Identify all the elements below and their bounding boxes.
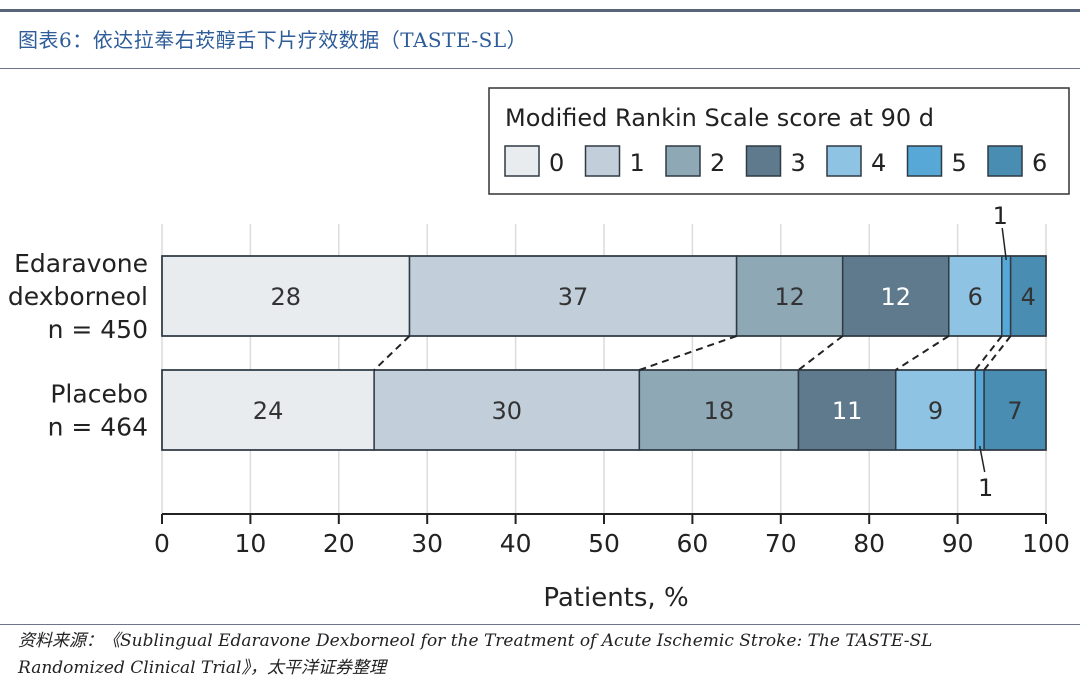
x-tick-label-0: 0 (154, 529, 170, 558)
legend-label-1: 1 (630, 149, 645, 177)
data-label-row0-score-4: 6 (968, 283, 983, 311)
legend-swatch-6 (987, 145, 1023, 177)
footer-rule (0, 624, 1080, 625)
x-axis: 0 10 20 30 40 50 60 70 80 90 100 (154, 513, 1070, 558)
data-label-row0-score-5: 1 (993, 202, 1008, 230)
data-label-row1-score-1: 30 (491, 397, 522, 425)
connector-2 (797, 335, 844, 371)
data-label-row1-score-0: 24 (253, 397, 284, 425)
bar-row0-score-5 (1001, 255, 1012, 337)
x-tick-label-30: 30 (411, 529, 443, 558)
legend: Modified Rankin Scale score at 90 d 0 1 2 3 4… (488, 87, 1070, 195)
legend-label-3: 3 (791, 149, 806, 177)
source-line-2: Randomized Clinical Trial》，太平洋证券整理 (18, 658, 386, 678)
data-label-row0-score-2: 12 (774, 283, 805, 311)
legend-label-4: 4 (871, 149, 886, 177)
legend-title: Modified Rankin Scale score at 90 d (505, 104, 934, 132)
x-axis-label: Patients, % (543, 583, 688, 613)
connector-3 (895, 335, 950, 371)
x-tick-label-50: 50 (588, 529, 620, 558)
bar-row1-score-1 (373, 369, 641, 451)
legend-swatch-5 (906, 145, 943, 177)
header-rule (0, 68, 1080, 69)
bar-outline-row0 (161, 255, 1047, 337)
data-label-row1-score-4: 9 (928, 397, 943, 425)
x-tick-label-80: 80 (853, 529, 885, 558)
category-label-row1-line0: Placebo (50, 380, 148, 409)
connector-1 (639, 335, 737, 371)
data-label-row0-score-6: 4 (1021, 283, 1036, 311)
data-label-row0-score-1: 37 (558, 283, 589, 311)
category-labels: Edaravone dexborneol n = 450 Placebo n = 464 (8, 249, 148, 442)
callout-line-row1 (978, 445, 986, 473)
callout-line-row0 (1001, 227, 1007, 261)
bar-row1-score-3 (797, 369, 897, 451)
legend-label-5: 5 (952, 149, 967, 177)
x-tick-label-40: 40 (500, 529, 532, 558)
category-label-row0-line1: dexborneol (8, 282, 148, 311)
data-label-row1-score-2: 18 (704, 397, 735, 425)
legend-swatch-4 (826, 145, 862, 177)
legend-swatch-1 (584, 145, 621, 177)
data-label-row1-score-3: 11 (832, 397, 863, 425)
legend-label-0: 0 (549, 149, 564, 177)
source-note: 资料来源：《Sublingual Edaravone Dexborneol fo… (18, 628, 1068, 682)
data-label-row1-score-5: 1 (978, 474, 993, 502)
source-line-1: 资料来源：《Sublingual Edaravone Dexborneol fo… (18, 631, 933, 651)
legend-swatch-0 (504, 145, 540, 177)
legend-label-2: 2 (710, 149, 725, 177)
legend-swatch-3 (745, 145, 782, 177)
bar-row0-score-2 (735, 255, 844, 337)
x-tick-label-20: 20 (323, 529, 355, 558)
x-tick-label-90: 90 (942, 529, 974, 558)
data-label-row1-score-6: 7 (1007, 397, 1022, 425)
legend-label-6: 6 (1032, 149, 1047, 177)
x-tick-label-10: 10 (234, 529, 266, 558)
data-label-row0-score-3: 12 (880, 283, 911, 311)
x-tick-label-100: 100 (1022, 529, 1070, 558)
x-tick-label-70: 70 (765, 529, 797, 558)
bar-row1-score-5 (974, 369, 985, 451)
figure-title: 图表6：依达拉奉右莰醇舌下片疗效数据（TASTE-SL） (18, 28, 528, 52)
bar-outline-row1 (161, 369, 1047, 451)
category-label-row0-line2: n = 450 (48, 315, 148, 344)
data-label-row0-score-0: 28 (270, 283, 301, 311)
connector-0 (373, 335, 411, 371)
bar-row1-score-0 (161, 369, 375, 451)
category-label-row0-line0: Edaravone (14, 249, 148, 278)
x-tick-label-60: 60 (676, 529, 708, 558)
bars: 28 37 12 12 6 4 24 30 18 11 9 7 (161, 255, 1047, 451)
category-label-row1-line1: n = 464 (48, 413, 148, 442)
stacked-bar-chart: 28 37 12 12 6 424 30 18 11 9 7 11 Edaravonedexborn… (8, 87, 1070, 613)
bar-row0-score-0 (161, 255, 411, 337)
top-rule (0, 9, 1080, 12)
legend-swatch-2 (665, 145, 701, 177)
connector-lines: 11 (373, 202, 1012, 502)
